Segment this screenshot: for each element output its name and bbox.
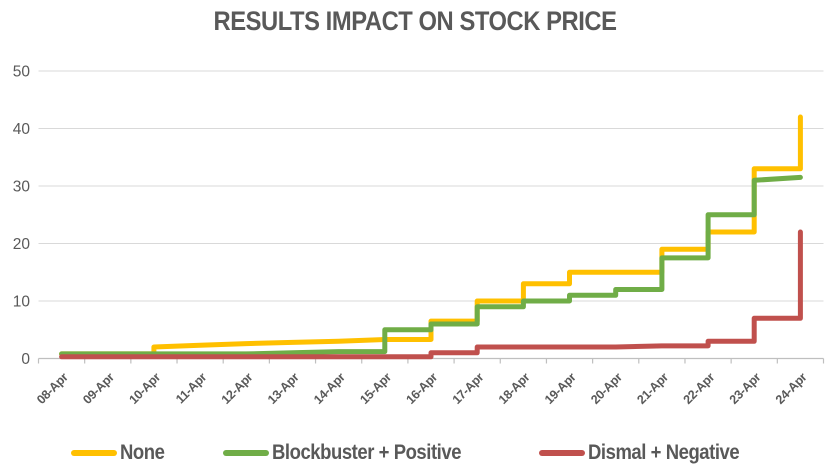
x-tick-label: 19-Apr [542,370,579,407]
y-tick-label: 20 [13,236,31,253]
y-tick-label: 30 [13,179,31,196]
legend-item-dismal-negative: Dismal + Negative [538,440,760,465]
x-tick-label: 08-Apr [34,370,71,407]
x-tick-label: 12-Apr [219,370,256,407]
series-line-none [59,114,803,357]
x-tick-label: 13-Apr [265,370,302,407]
x-tick-label: 24-Apr [773,370,810,407]
y-axis-tick-labels: 0 10 20 30 40 50 [13,64,31,369]
x-tick-label: 20-Apr [588,370,625,407]
x-tick-label: 11-Apr [173,370,209,406]
line-chart-plot-area: 0 10 20 30 40 50 08-Apr 09-Apr 10-Apr 11-Apr 12-Ap… [13,64,825,407]
x-tick-label: 22-Apr [681,370,718,407]
x-tick-label: 10-Apr [126,370,163,407]
legend-label: Blockbuster + Positive [271,440,462,464]
x-tick-label: 23-Apr [727,370,764,407]
y-gridlines [38,70,824,302]
x-tick-label: 09-Apr [80,370,117,407]
x-tick-label: 14-Apr [311,370,348,407]
legend-dash-icon [71,449,118,456]
x-tick-label: 21-Apr [634,370,671,407]
y-tick-label: 0 [21,351,30,368]
legend-label: Dismal + Negative [587,440,740,464]
chart-legend: None Blockbuster + Positive Dismal + Negat… [0,430,831,475]
y-tick-label: 40 [13,121,31,138]
legend-label: None [120,440,165,464]
x-tick-label: 18-Apr [496,370,533,407]
legend-item-blockbuster-positive: Blockbuster + Positive [222,440,487,465]
x-tick-label: 17-Apr [450,370,487,407]
x-axis-tick-labels: 08-Apr 09-Apr 10-Apr 11-Apr 12-Apr 13-Apr 14-A… [34,370,810,407]
chart-title-row: RESULTS IMPACT ON STOCK PRICE [0,6,831,37]
legend-dash-icon [538,449,585,456]
x-tick-label: 16-Apr [403,370,440,407]
legend-dash-icon [222,449,269,456]
chart-title: RESULTS IMPACT ON STOCK PRICE [213,6,618,36]
legend-item-none: None [71,441,171,465]
y-tick-label: 10 [13,294,31,311]
series-line-blockbuster-positive [59,174,803,357]
series-line-dismal-negative [59,229,803,360]
y-tick-label: 50 [13,64,31,81]
x-tick-label: 15-Apr [357,370,394,407]
